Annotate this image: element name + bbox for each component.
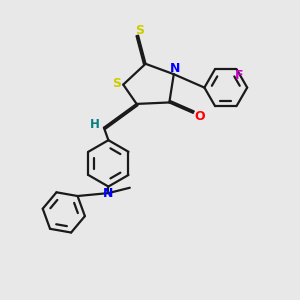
Text: S: S <box>135 24 144 37</box>
Text: O: O <box>194 110 205 123</box>
Text: F: F <box>235 69 243 82</box>
Text: N: N <box>170 62 181 75</box>
Text: H: H <box>90 118 100 130</box>
Text: N: N <box>103 187 114 200</box>
Text: S: S <box>112 76 121 90</box>
